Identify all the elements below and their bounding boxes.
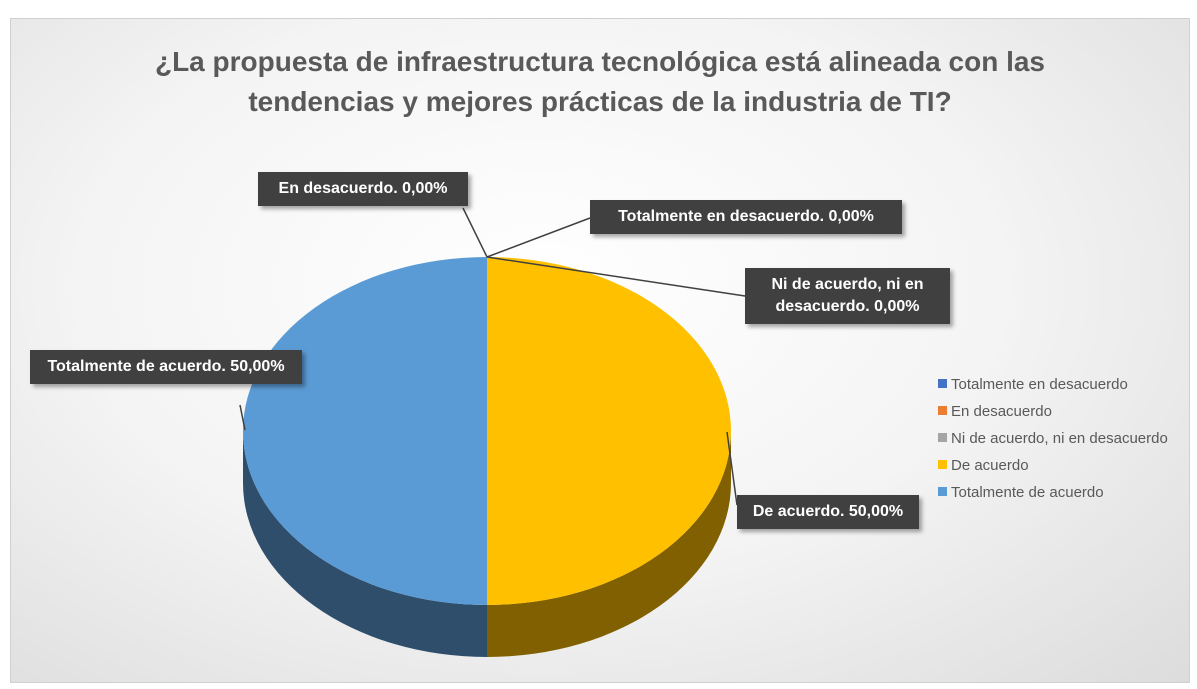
data-label: De acuerdo. 50,00% [737, 495, 919, 529]
leader-line [462, 207, 488, 258]
legend-item: Totalmente de acuerdo [938, 484, 1104, 501]
legend-label: Ni de acuerdo, ni en desacuerdo [951, 430, 1168, 447]
legend-label: Totalmente en desacuerdo [951, 376, 1128, 393]
data-label: Totalmente en desacuerdo. 0,00% [590, 200, 902, 234]
leader-line [486, 256, 746, 297]
legend-label: Totalmente de acuerdo [951, 484, 1104, 501]
legend-swatch [938, 379, 947, 388]
legend-swatch [938, 460, 947, 469]
legend-swatch [938, 433, 947, 442]
pie-side [243, 431, 487, 657]
legend-item: Ni de acuerdo, ni en desacuerdo [938, 430, 1168, 447]
pie-slice [243, 257, 487, 605]
leader-line [726, 431, 738, 506]
legend-label: De acuerdo [951, 457, 1029, 474]
chart-title: ¿La propuesta de infraestructura tecnoló… [154, 46, 1046, 117]
pie-side [487, 431, 731, 657]
legend-item: De acuerdo [938, 457, 1029, 474]
data-label: En desacuerdo. 0,00% [258, 172, 468, 206]
leader-line [239, 404, 246, 431]
data-label: Ni de acuerdo, ni en desacuerdo. 0,00% [745, 268, 950, 324]
leader-line [486, 217, 591, 258]
legend-item: En desacuerdo [938, 403, 1052, 420]
legend-label: En desacuerdo [951, 403, 1052, 420]
pie-slice [487, 257, 731, 605]
data-label: Totalmente de acuerdo. 50,00% [30, 350, 302, 384]
legend-item: Totalmente en desacuerdo [938, 376, 1128, 393]
legend-swatch [938, 487, 947, 496]
legend-swatch [938, 406, 947, 415]
